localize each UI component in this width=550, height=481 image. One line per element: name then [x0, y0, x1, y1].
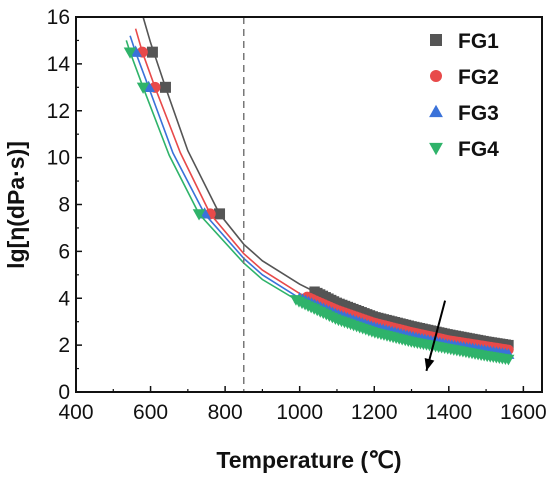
x-tick-label: 800	[208, 401, 243, 424]
legend-marker	[430, 34, 442, 46]
legend-item-fg4: FG4	[429, 138, 499, 161]
arrow-shaft	[425, 300, 447, 372]
legend: FG1 FG2 FG3 FG4	[429, 30, 499, 161]
y-tick-label: 12	[47, 100, 70, 123]
data-point	[136, 82, 150, 94]
arrow-head	[424, 358, 435, 371]
y-tick-label: 10	[47, 147, 70, 170]
x-tick-label: 600	[133, 401, 168, 424]
y-tick-label: 14	[47, 53, 71, 76]
y-tick-label: 0	[58, 381, 70, 404]
y-tick-label: 4	[58, 287, 70, 310]
y-axis-ticks: 0 2 4 6 8 10 12 14 16	[47, 6, 82, 404]
y-axis-title: lg[η(dPa·s)]	[3, 141, 29, 269]
legend-item-fg3: FG3	[429, 102, 499, 125]
legend-marker	[429, 104, 443, 118]
legend-marker	[429, 142, 443, 156]
x-tick-label: 400	[58, 401, 93, 424]
data-point	[123, 47, 137, 59]
x-tick-label: 1200	[351, 401, 398, 424]
x-axis-title: Temperature (℃)	[216, 447, 401, 473]
data-point	[159, 81, 171, 93]
x-tick-label: 1000	[276, 401, 323, 424]
y-tick-label: 2	[58, 334, 70, 357]
legend-label: FG1	[458, 30, 499, 53]
data-point	[502, 354, 515, 366]
legend-label: FG3	[458, 102, 499, 125]
y-tick-label: 16	[47, 6, 70, 29]
data-point	[214, 208, 226, 220]
legend-item-fg2: FG2	[430, 66, 499, 89]
legend-item-fg1: FG1	[430, 30, 499, 53]
x-axis-ticks: 400 600 800 1000 1200 1400 1600	[58, 386, 547, 424]
y-tick-label: 6	[58, 240, 70, 263]
y-tick-label: 8	[58, 194, 70, 217]
series-fg4	[123, 40, 515, 366]
fit-line	[125, 40, 509, 360]
legend-label: FG4	[458, 138, 499, 161]
data-point	[192, 209, 206, 221]
trend-arrow	[424, 300, 447, 372]
x-tick-label: 1400	[425, 401, 472, 424]
legend-label: FG2	[458, 66, 499, 89]
x-tick-label: 1600	[500, 401, 547, 424]
plot-marks	[123, 16, 515, 366]
fit-line	[142, 16, 509, 346]
legend-marker	[430, 70, 442, 82]
data-point	[146, 46, 158, 58]
